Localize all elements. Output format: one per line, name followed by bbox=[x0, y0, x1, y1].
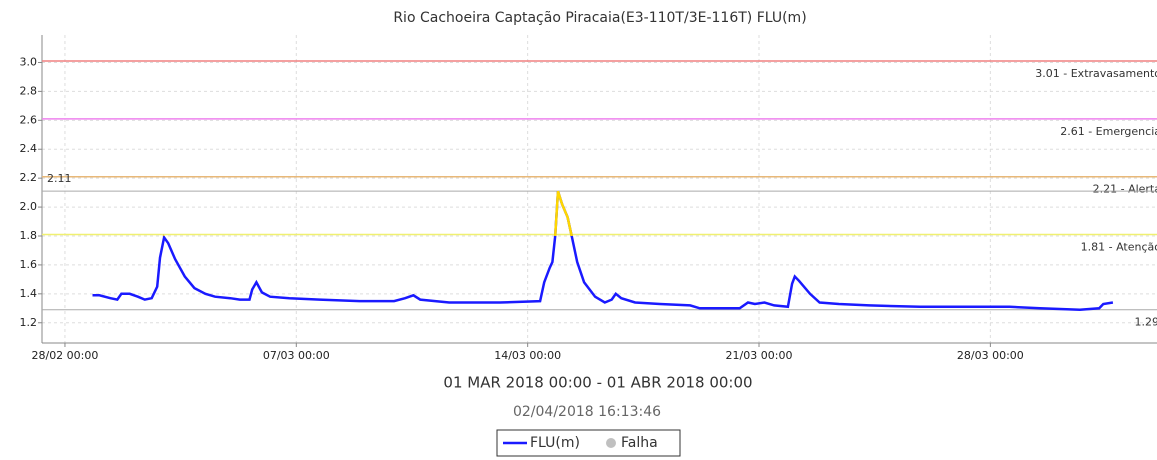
legend-dot bbox=[606, 438, 616, 448]
threshold-label: 2.21 - Alerta bbox=[1093, 183, 1157, 196]
threshold-label: 1.81 - Atenção bbox=[1081, 241, 1157, 254]
y-tick-label: 2.2 bbox=[20, 171, 38, 184]
legend-box bbox=[496, 429, 681, 457]
y-tick-label: 2.0 bbox=[20, 200, 38, 213]
y-tick-label: 1.6 bbox=[20, 258, 38, 271]
data-line bbox=[92, 190, 1114, 311]
x-tick-label: 07/03 00:00 bbox=[263, 349, 330, 362]
y-tick-label: 1.8 bbox=[20, 229, 38, 242]
legend-label: FLU(m) bbox=[530, 435, 580, 451]
y-tick-label: 1.2 bbox=[20, 316, 38, 329]
x-axis-label: 01 MAR 2018 00:00 - 01 ABR 2018 00:00 bbox=[443, 374, 752, 392]
x-tick-label: 14/03 00:00 bbox=[494, 349, 561, 362]
x-tick-label: 28/03 00:00 bbox=[957, 349, 1024, 362]
x-tick-label: 28/02 00:00 bbox=[31, 349, 98, 362]
plot-area bbox=[42, 35, 1157, 343]
y-tick-label: 2.6 bbox=[20, 113, 38, 126]
legend-label: Falha bbox=[621, 435, 658, 451]
threshold-label: 2.61 - Emergencia bbox=[1060, 125, 1157, 138]
y-tick-label: 1.4 bbox=[20, 287, 38, 300]
max-label: 2.11 bbox=[47, 172, 72, 185]
min-label: 1.29 bbox=[1135, 316, 1157, 329]
x-tick-label: 21/03 00:00 bbox=[726, 349, 793, 362]
timestamp: 02/04/2018 16:13:46 bbox=[513, 404, 661, 420]
y-tick-label: 2.4 bbox=[20, 142, 38, 155]
threshold-label: 3.01 - Extravasamento bbox=[1035, 67, 1157, 80]
y-tick-label: 3.0 bbox=[20, 55, 38, 68]
y-tick-label: 2.8 bbox=[20, 84, 38, 97]
chart-title: Rio Cachoeira Captação Piracaia(E3-110T/… bbox=[393, 10, 806, 26]
